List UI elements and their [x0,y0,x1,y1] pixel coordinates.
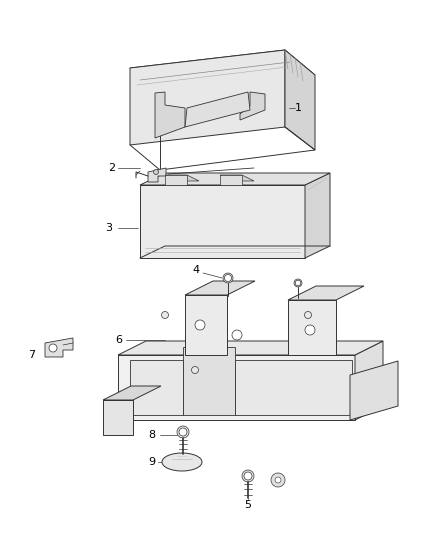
Ellipse shape [162,453,202,471]
Circle shape [275,477,281,483]
Text: 9: 9 [148,457,155,467]
Polygon shape [305,173,330,258]
Text: 5: 5 [244,500,251,510]
Circle shape [304,311,311,319]
Circle shape [305,325,315,335]
Text: 8: 8 [148,430,155,440]
Circle shape [271,473,285,487]
Polygon shape [148,168,166,182]
Circle shape [191,367,198,374]
Polygon shape [350,361,398,420]
Polygon shape [155,92,185,138]
Circle shape [242,470,254,482]
Polygon shape [140,173,330,185]
Polygon shape [235,360,352,415]
Text: 3: 3 [105,223,112,233]
Circle shape [294,279,302,287]
Circle shape [295,280,301,286]
Polygon shape [220,175,254,181]
Circle shape [225,274,232,281]
Polygon shape [185,281,255,295]
Polygon shape [165,175,199,181]
Polygon shape [130,360,183,415]
Polygon shape [130,50,285,145]
Circle shape [244,472,252,480]
Polygon shape [185,92,250,127]
Polygon shape [103,386,161,400]
Text: 2: 2 [108,163,115,173]
Text: 7: 7 [28,350,35,360]
Polygon shape [183,347,235,415]
Circle shape [195,320,205,330]
Circle shape [49,344,57,352]
Polygon shape [140,185,305,258]
Polygon shape [45,338,73,357]
Circle shape [179,428,187,436]
Polygon shape [118,341,383,355]
Circle shape [162,311,169,319]
Circle shape [153,169,159,174]
Polygon shape [285,50,315,150]
Polygon shape [240,92,265,120]
Circle shape [177,426,189,438]
Polygon shape [185,295,227,355]
Circle shape [223,273,233,283]
Circle shape [232,330,242,340]
Polygon shape [103,400,133,435]
Text: 1: 1 [295,103,302,113]
Text: 6: 6 [115,335,122,345]
Polygon shape [130,50,315,93]
Polygon shape [165,175,187,185]
Polygon shape [118,355,355,420]
Polygon shape [355,341,383,420]
Text: 4: 4 [192,265,199,275]
Polygon shape [288,300,336,355]
Polygon shape [220,175,242,185]
Polygon shape [288,286,364,300]
